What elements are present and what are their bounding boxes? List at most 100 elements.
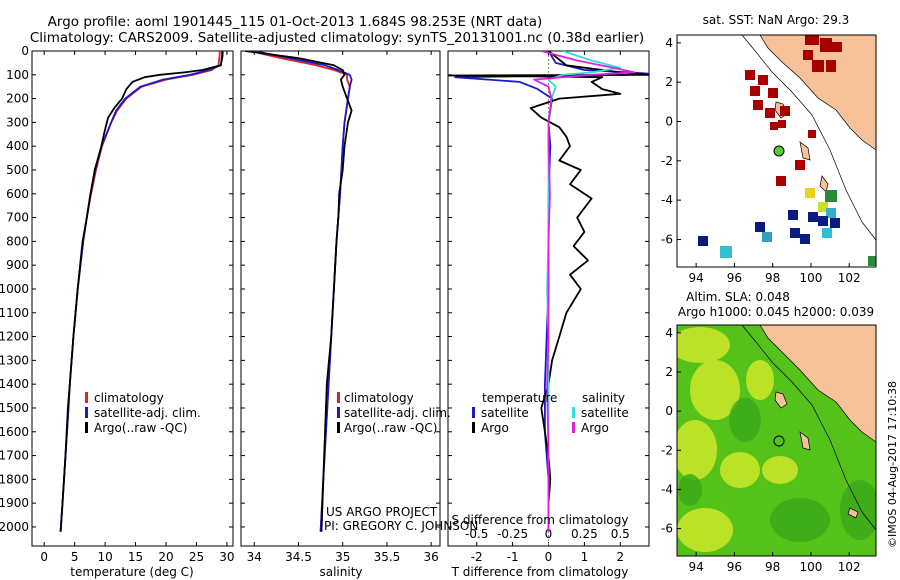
legend-label-satellite: satellite-adj. clim.: [94, 406, 201, 420]
depth-tick-label: 1900: [0, 496, 29, 510]
series-line-argorawqc: [245, 51, 353, 532]
legend-swatch-s-satellite: [572, 407, 575, 418]
depth-tick-label: 300: [6, 115, 29, 129]
temperature-panel-frame: [31, 50, 234, 547]
x-tick-label: 34: [247, 550, 262, 564]
x-tick-label: 10: [97, 550, 112, 564]
lon-tick-label: 102: [838, 271, 861, 285]
legend-label-t-satellite: satellite: [481, 406, 529, 420]
s-diff-tick-label: 0.5: [611, 527, 630, 541]
x-tick-label: 35.5: [374, 550, 401, 564]
lon-tick-label: 94: [688, 560, 703, 574]
argo-float-marker-sla: [773, 435, 785, 447]
figure-title-line2: Climatology: CARS2009. Satellite-adjuste…: [30, 30, 644, 46]
depth-tick-label: 100: [6, 68, 29, 82]
series-line-satelliteadjclim: [59, 51, 223, 532]
series-line-climatology: [249, 51, 351, 532]
sla-mentawai-island: [847, 507, 859, 519]
legend-header-temperature: temperature: [482, 391, 557, 405]
series-line-climatology: [59, 51, 221, 532]
sumatra-landmass: [759, 35, 876, 151]
siberut-island: [799, 141, 811, 161]
depth-tick-label: 1600: [0, 425, 29, 439]
depth-tick-label: 1200: [0, 330, 29, 344]
sst-map-ticks: 94 96 98 100 102 4 2 0 -2 -4 -6: [661, 36, 861, 285]
sla-map-title-line2: Argo h1000: 0.045 h2000: 0.039: [678, 305, 874, 319]
depth-tick-label: 700: [6, 211, 29, 225]
sst-map-frame: [676, 34, 877, 268]
x-tick-label: 34.5: [285, 550, 312, 564]
sla-map-frame: [676, 324, 877, 557]
series-line-argorawqc: [59, 51, 224, 532]
series-line-satellite: [546, 51, 622, 532]
x-tick-label: 15: [128, 550, 143, 564]
sla-siberut-island: [799, 431, 811, 451]
series-line-satelliteadjclim: [254, 51, 353, 532]
depth-tick-label: 1100: [0, 306, 29, 320]
depth-tick-label: 1500: [0, 401, 29, 415]
salinity-axis-label: salinity: [319, 565, 362, 579]
figure-title-line1: Argo profile: aoml 1901445_115 01-Oct-20…: [48, 14, 543, 30]
lon-tick-label: 100: [799, 271, 822, 285]
depth-tick-label: 200: [6, 92, 29, 106]
panel-lines: [245, 51, 353, 532]
legend-swatch-argo: [337, 422, 340, 433]
lat-tick-label: 0: [665, 404, 673, 418]
legend-swatch-t-satellite: [472, 407, 475, 418]
x-tick-label: 1: [581, 550, 589, 564]
x-tick-label: 2: [616, 550, 624, 564]
argo-float-marker-sst: [773, 145, 785, 157]
lon-tick-label: 98: [765, 271, 780, 285]
sla-map-title-line1: Altim. SLA: 0.048: [686, 290, 790, 304]
sst-map: [677, 35, 876, 267]
sla-dark-patches: [678, 398, 876, 542]
lon-tick-label: 98: [765, 560, 780, 574]
sst-map-title: sat. SST: NaN Argo: 29.3: [703, 13, 850, 27]
depth-tick-label: 900: [6, 258, 29, 272]
legend-swatch-s-argo: [572, 422, 575, 433]
legend-label-argo: Argo(..raw -QC): [94, 421, 187, 435]
sst-cool-squares: [698, 188, 876, 266]
lon-tick-label: 100: [799, 560, 822, 574]
legend-swatch-satellite: [337, 407, 340, 418]
salinity-legend: climatology satellite-adj. clim. Argo(..…: [337, 391, 451, 435]
difference-legend: temperature salinity satellite Argo sate…: [472, 391, 629, 435]
x-tick-label: 5: [71, 550, 79, 564]
legend-swatch-argo: [85, 422, 88, 433]
principal-investigator: PI: GREGORY C. JOHNSON: [324, 519, 478, 533]
depth-tick-label: 400: [6, 139, 29, 153]
lat-tick-label: -2: [661, 443, 673, 457]
temperature-axis-label: temperature (deg C): [70, 565, 193, 579]
sla-nias-island: [774, 391, 788, 409]
depth-tick-label: 800: [6, 234, 29, 248]
depth-tick-label: 600: [6, 187, 29, 201]
sst-coastline: [741, 35, 876, 241]
lat-tick-label: -4: [661, 193, 673, 207]
lat-tick-label: -2: [661, 154, 673, 168]
x-tick-label: -1: [507, 550, 519, 564]
depth-tick-label: 0: [21, 44, 29, 58]
x-tick-label: 36: [424, 550, 439, 564]
x-tick-label: 20: [158, 550, 173, 564]
x-tick-label: 0: [545, 550, 553, 564]
depth-tick-label: 1700: [0, 449, 29, 463]
s-difference-axis-label: S difference from climatology: [452, 513, 629, 527]
depth-tick-label: 1800: [0, 472, 29, 486]
profile-lines: [59, 51, 649, 532]
legend-label-s-argo: Argo: [581, 421, 609, 435]
x-tick-label: 25: [189, 550, 204, 564]
lat-tick-label: -6: [661, 232, 673, 246]
sla-coastline: [741, 325, 876, 531]
sla-map-ticks: 94 96 98 100 102 4 2 0 -2 -4 -6: [661, 326, 861, 574]
s-diff-tick-label: -0.5: [465, 527, 488, 541]
lat-tick-label: 2: [665, 75, 673, 89]
salinity-panel-frame: [240, 50, 441, 547]
sla-yellow-patches: [677, 327, 798, 552]
panel-lines: [448, 51, 649, 532]
s-diff-tick-label: 0.25: [571, 527, 598, 541]
x-tick-label: 30: [219, 550, 234, 564]
legend-label-t-argo: Argo: [481, 421, 509, 435]
legend-swatch-climatology: [85, 392, 88, 403]
legend-swatch-satellite: [85, 407, 88, 418]
